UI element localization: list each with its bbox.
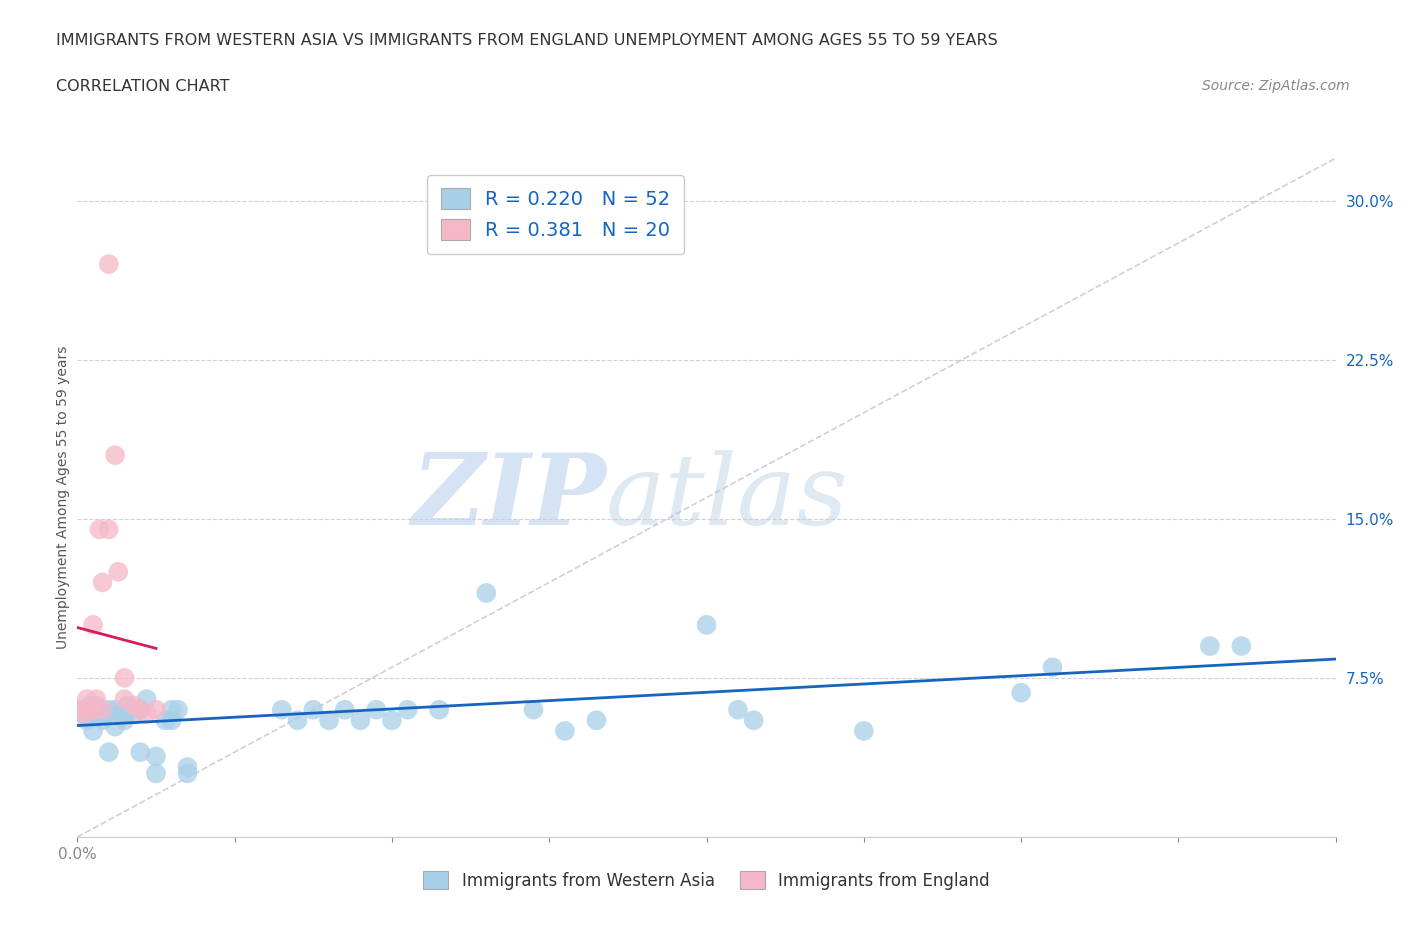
Point	[155, 713, 177, 728]
Point	[176, 766, 198, 781]
Point	[76, 692, 98, 707]
Point	[114, 713, 136, 728]
Point	[76, 713, 98, 728]
Legend: Immigrants from Western Asia, Immigrants from England: Immigrants from Western Asia, Immigrants…	[416, 865, 997, 897]
Point	[135, 707, 157, 722]
Point	[82, 724, 104, 738]
Text: CORRELATION CHART: CORRELATION CHART	[56, 79, 229, 94]
Text: atlas: atlas	[606, 450, 849, 545]
Point	[94, 707, 117, 722]
Point	[117, 698, 139, 713]
Point	[160, 702, 183, 717]
Point	[585, 713, 607, 728]
Point	[104, 702, 127, 717]
Point	[1198, 639, 1220, 654]
Point	[554, 724, 576, 738]
Point	[727, 702, 749, 717]
Point	[396, 702, 419, 717]
Point	[145, 749, 167, 764]
Point	[91, 713, 114, 728]
Point	[167, 702, 190, 717]
Point	[122, 698, 145, 713]
Point	[852, 724, 875, 738]
Point	[114, 692, 136, 707]
Point	[79, 702, 101, 717]
Point	[114, 707, 136, 722]
Point	[349, 713, 371, 728]
Point	[129, 745, 152, 760]
Point	[1230, 639, 1253, 654]
Point	[333, 702, 356, 717]
Point	[107, 565, 129, 579]
Point	[72, 707, 94, 722]
Point	[742, 713, 765, 728]
Point	[287, 713, 309, 728]
Point	[122, 707, 145, 722]
Point	[302, 702, 325, 717]
Point	[366, 702, 388, 717]
Point	[91, 702, 114, 717]
Text: Source: ZipAtlas.com: Source: ZipAtlas.com	[1202, 79, 1350, 93]
Point	[135, 692, 157, 707]
Point	[1042, 660, 1064, 675]
Point	[97, 745, 120, 760]
Point	[84, 692, 107, 707]
Point	[427, 702, 450, 717]
Point	[82, 702, 104, 717]
Point	[89, 522, 111, 537]
Point	[270, 702, 292, 717]
Point	[104, 447, 127, 462]
Text: IMMIGRANTS FROM WESTERN ASIA VS IMMIGRANTS FROM ENGLAND UNEMPLOYMENT AMONG AGES : IMMIGRANTS FROM WESTERN ASIA VS IMMIGRAN…	[56, 33, 998, 47]
Point	[84, 698, 107, 713]
Point	[522, 702, 544, 717]
Point	[97, 702, 120, 717]
Point	[91, 575, 114, 590]
Point	[475, 586, 498, 601]
Point	[160, 713, 183, 728]
Point	[176, 760, 198, 775]
Point	[129, 702, 152, 717]
Point	[82, 707, 104, 722]
Point	[1010, 685, 1032, 700]
Y-axis label: Unemployment Among Ages 55 to 59 years: Unemployment Among Ages 55 to 59 years	[56, 346, 70, 649]
Point	[381, 713, 404, 728]
Point	[79, 698, 101, 713]
Point	[145, 702, 167, 717]
Point	[82, 618, 104, 632]
Point	[696, 618, 718, 632]
Point	[114, 671, 136, 685]
Point	[107, 707, 129, 722]
Point	[145, 766, 167, 781]
Point	[66, 702, 89, 717]
Point	[66, 702, 89, 717]
Point	[91, 707, 114, 722]
Point	[104, 719, 127, 734]
Point	[97, 522, 120, 537]
Point	[97, 257, 120, 272]
Point	[318, 713, 340, 728]
Text: ZIP: ZIP	[411, 449, 606, 546]
Point	[72, 707, 94, 722]
Point	[129, 702, 152, 717]
